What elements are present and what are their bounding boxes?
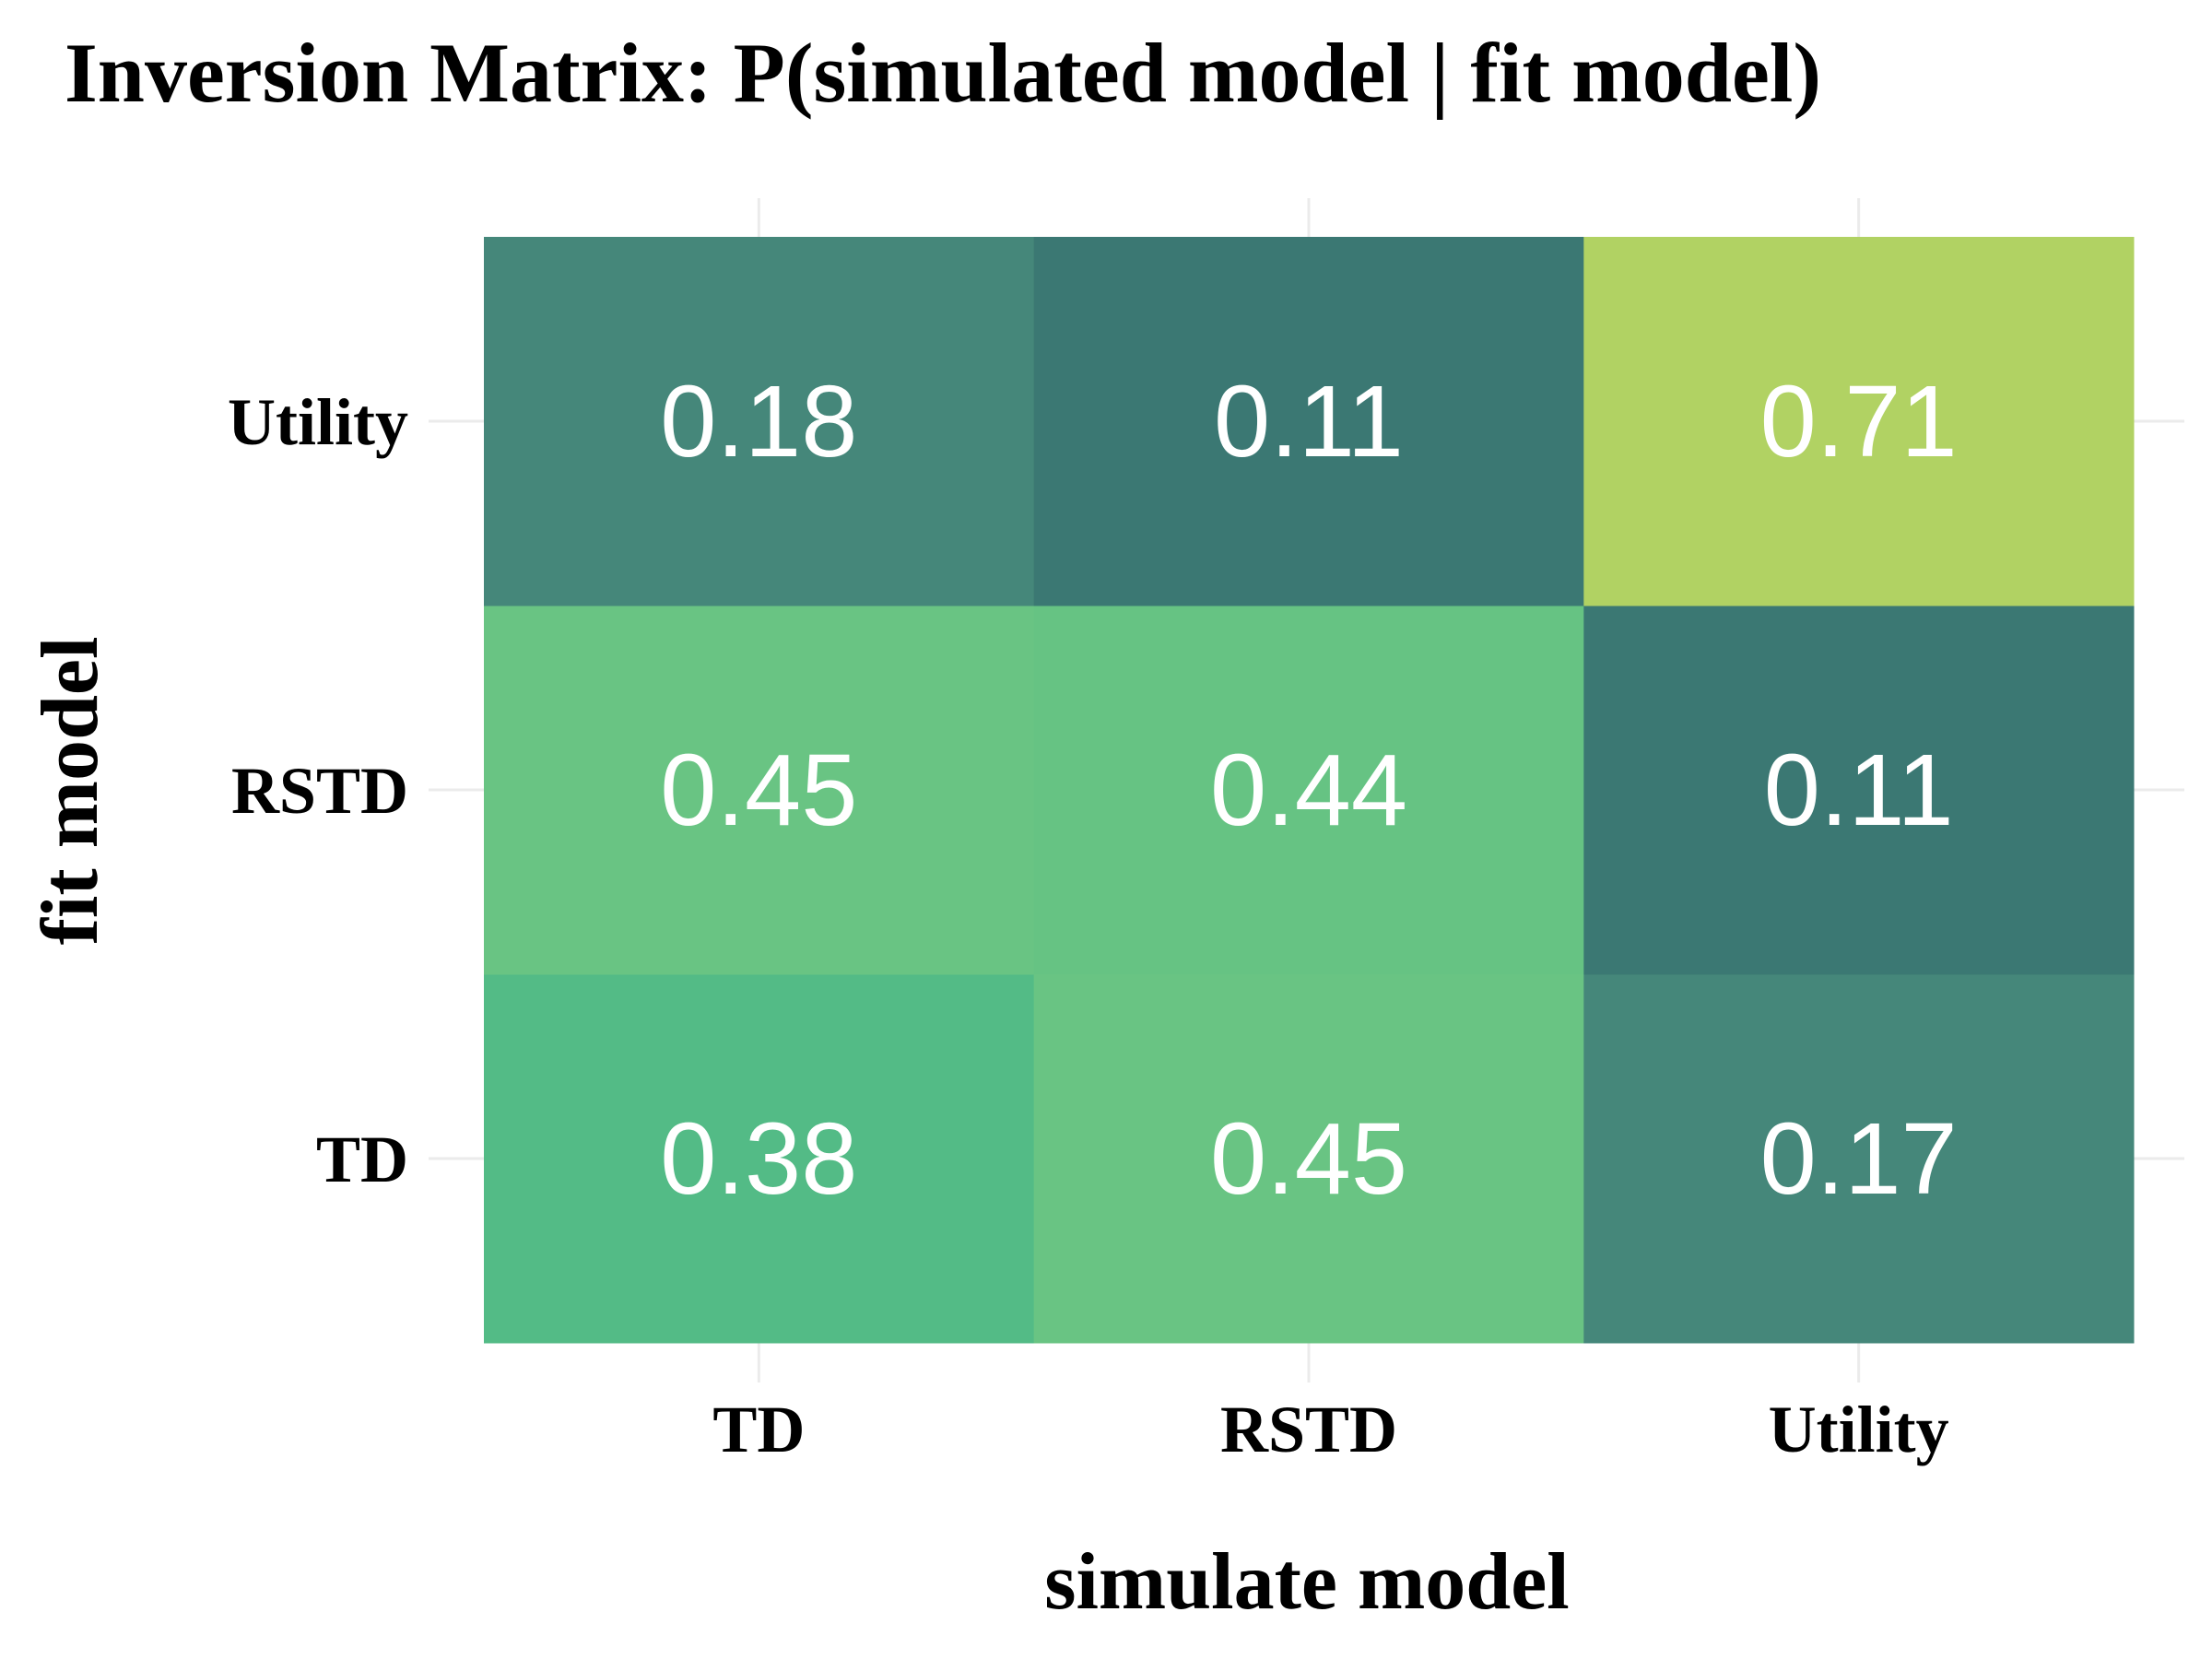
chart-title: Inversion Matrix: P(simulated model | fi… xyxy=(65,26,1821,120)
heatmap-cell xyxy=(484,237,1035,606)
x-tick-label: RSTD xyxy=(1220,1393,1397,1466)
cell-value-label: 0.44 xyxy=(1210,734,1407,847)
heatmap-cells xyxy=(484,237,2135,1344)
heatmap-cell xyxy=(1583,974,2135,1344)
x-tick-label: Utility xyxy=(1769,1393,1949,1466)
cell-value-label: 0.17 xyxy=(1760,1102,1958,1216)
y-tick-labels: TD RSTD Utility xyxy=(228,385,408,1196)
y-tick-label: Utility xyxy=(228,385,408,459)
x-axis-title: simulate model xyxy=(1044,1537,1570,1627)
cell-value-label: 0.11 xyxy=(1214,365,1404,478)
cell-value-label: 0.71 xyxy=(1760,365,1958,478)
heatmap-cell xyxy=(1033,974,1584,1344)
cell-value-label: 0.45 xyxy=(1210,1102,1407,1216)
cell-value-label: 0.11 xyxy=(1764,734,1954,847)
cell-value-labels: 0.38 0.45 0.17 0.45 0.44 0.11 0.18 0.11 0.71 xyxy=(660,365,1957,1216)
heatmap-cell xyxy=(1583,237,2135,606)
cell-value-label: 0.38 xyxy=(660,1102,857,1216)
x-tick-labels: TD RSTD Utility xyxy=(712,1393,1948,1466)
cell-value-label: 0.45 xyxy=(660,734,857,847)
y-tick-label: TD xyxy=(316,1123,408,1196)
heatmap-cell xyxy=(484,606,1035,975)
y-axis-title: fit model xyxy=(26,637,115,946)
x-tick-label: TD xyxy=(712,1393,805,1466)
y-tick-label: RSTD xyxy=(231,754,408,828)
heatmap-cell xyxy=(1033,606,1584,975)
heatmap-cell xyxy=(484,974,1035,1344)
heatmap-cell xyxy=(1033,237,1584,606)
cell-value-label: 0.18 xyxy=(660,365,857,478)
heatmap-cell xyxy=(1583,606,2135,975)
